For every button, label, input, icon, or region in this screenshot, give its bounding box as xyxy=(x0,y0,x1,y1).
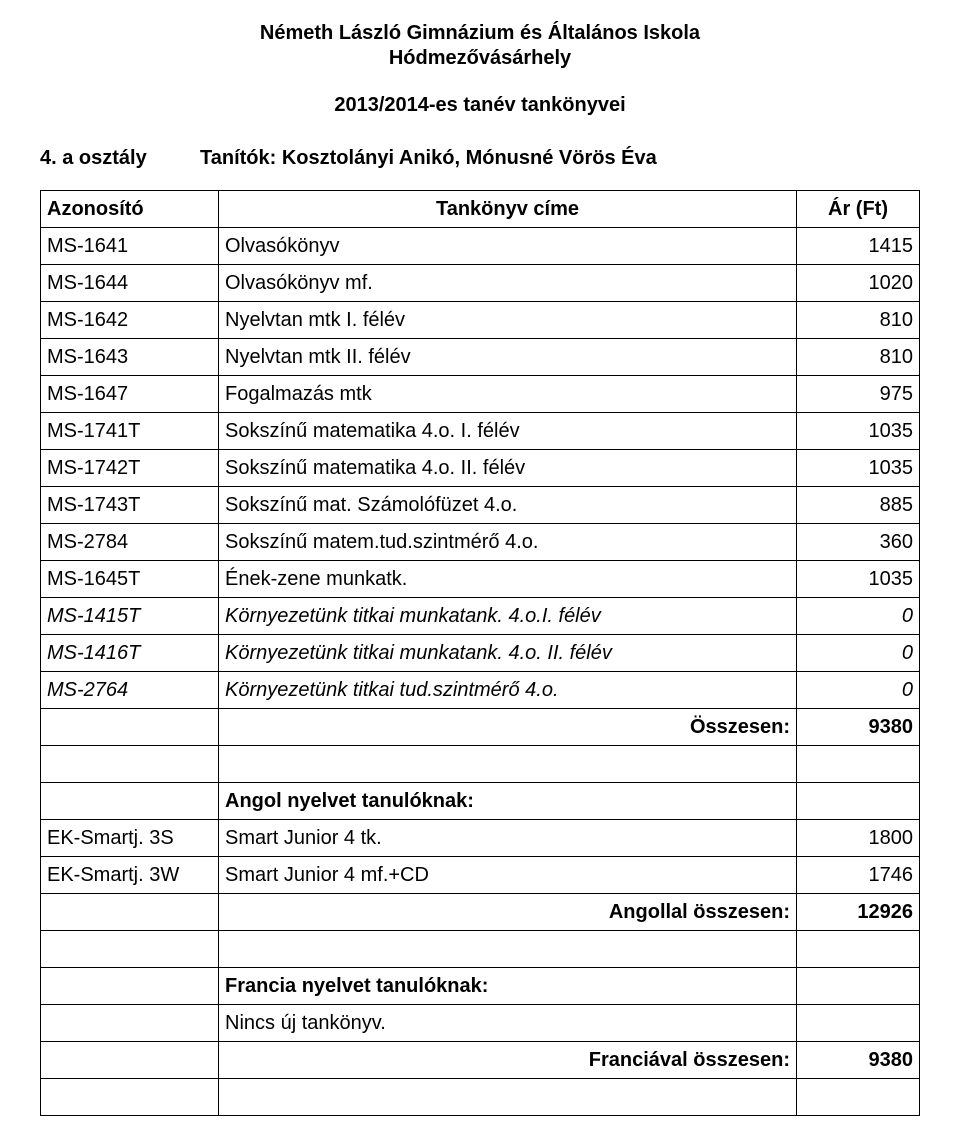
table-row: MS-1644Olvasókönyv mf.1020 xyxy=(41,265,920,302)
total-row: Összesen: 9380 xyxy=(41,709,920,746)
total-value: 9380 xyxy=(797,709,920,746)
table-row: EK-Smartj. 3SSmart Junior 4 tk.1800 xyxy=(41,820,920,857)
hdr-id: Azonosító xyxy=(41,191,219,228)
english-section-label: Angol nyelvet tanulóknak: xyxy=(219,783,797,820)
teachers-label: Tanítók: Kosztolányi Anikó, Mónusné Vörö… xyxy=(200,147,657,170)
table-row: MS-2784Sokszínű matem.tud.szintmérő 4.o.… xyxy=(41,524,920,561)
french-total-row: Franciával összesen: 9380 xyxy=(41,1042,920,1079)
french-none-label: Nincs új tankönyv. xyxy=(219,1005,797,1042)
table-row: MS-1741TSokszínű matematika 4.o. I. félé… xyxy=(41,413,920,450)
table-row: MS-1647Fogalmazás mtk975 xyxy=(41,376,920,413)
french-total-value: 9380 xyxy=(797,1042,920,1079)
class-line: 4. a osztály Tanítók: Kosztolányi Anikó,… xyxy=(40,147,920,170)
hdr-title: Tankönyv címe xyxy=(219,191,797,228)
table-row: MS-1743TSokszínű mat. Számolófüzet 4.o.8… xyxy=(41,487,920,524)
header-line-1: Németh László Gimnázium és Általános Isk… xyxy=(40,22,920,45)
english-section-row: Angol nyelvet tanulóknak: xyxy=(41,783,920,820)
english-total-row: Angollal összesen: 12926 xyxy=(41,894,920,931)
class-label: 4. a osztály xyxy=(40,147,200,170)
french-section-row: Francia nyelvet tanulóknak: xyxy=(41,968,920,1005)
english-total-label: Angollal összesen: xyxy=(219,894,797,931)
empty-row xyxy=(41,931,920,968)
empty-row xyxy=(41,746,920,783)
page-header: Németh László Gimnázium és Általános Isk… xyxy=(40,22,920,117)
header-line-2: Hódmezővásárhely xyxy=(40,47,920,70)
hdr-price: Ár (Ft) xyxy=(797,191,920,228)
table-row: MS-1643Nyelvtan mtk II. félév810 xyxy=(41,339,920,376)
table-row: EK-Smartj. 3WSmart Junior 4 mf.+CD1746 xyxy=(41,857,920,894)
french-section-label: Francia nyelvet tanulóknak: xyxy=(219,968,797,1005)
table-header-row: Azonosító Tankönyv címe Ár (Ft) xyxy=(41,191,920,228)
textbook-table: Azonosító Tankönyv címe Ár (Ft) MS-1641O… xyxy=(40,190,920,1116)
french-total-label: Franciával összesen: xyxy=(219,1042,797,1079)
table-row: MS-1642Nyelvtan mtk I. félév810 xyxy=(41,302,920,339)
table-row: MS-1641Olvasókönyv1415 xyxy=(41,228,920,265)
table-row: MS-2764Környezetünk titkai tud.szintmérő… xyxy=(41,672,920,709)
english-total-value: 12926 xyxy=(797,894,920,931)
header-line-3: 2013/2014-es tanév tankönyvei xyxy=(40,94,920,117)
french-none-row: Nincs új tankönyv. xyxy=(41,1005,920,1042)
total-label: Összesen: xyxy=(219,709,797,746)
empty-row xyxy=(41,1079,920,1116)
table-row: MS-1416TKörnyezetünk titkai munkatank. 4… xyxy=(41,635,920,672)
table-row: MS-1645TÉnek-zene munkatk.1035 xyxy=(41,561,920,598)
table-row: MS-1742TSokszínű matematika 4.o. II. fél… xyxy=(41,450,920,487)
table-row: MS-1415TKörnyezetünk titkai munkatank. 4… xyxy=(41,598,920,635)
